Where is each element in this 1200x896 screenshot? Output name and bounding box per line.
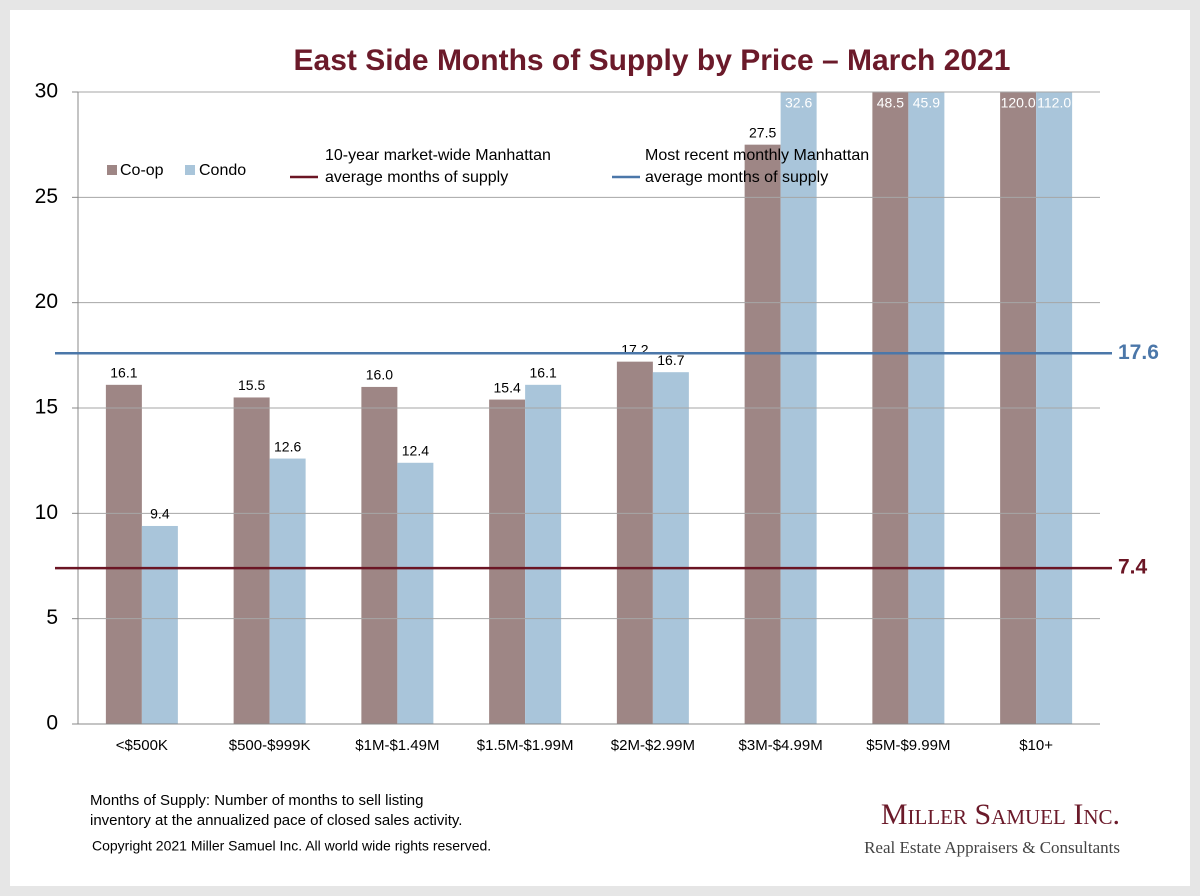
bar — [744, 144, 781, 724]
value-label: 12.4 — [402, 442, 429, 458]
x-tick-label: $2M-$2.99M — [611, 737, 695, 754]
value-label: 16.7 — [657, 352, 684, 368]
value-label: 45.9 — [913, 95, 940, 111]
x-tick-label: $500-$999K — [229, 737, 311, 754]
bar — [233, 397, 270, 724]
bar — [269, 458, 306, 724]
x-tick-label: $5M-$9.99M — [866, 737, 950, 754]
y-tick-label: 20 — [35, 290, 58, 313]
value-label: 48.5 — [877, 95, 904, 111]
logo: Miller Samuel Inc. — [881, 798, 1120, 831]
value-label: 16.1 — [110, 365, 137, 381]
copyright: Copyright 2021 Miller Samuel Inc. All wo… — [92, 838, 491, 854]
y-tick-label: 25 — [35, 185, 58, 208]
legend-label: average months of supply — [645, 169, 828, 186]
legend-label: Co-op — [120, 162, 164, 179]
bar — [141, 525, 178, 724]
y-tick-label: 10 — [35, 501, 58, 524]
value-label: 17.2 — [621, 341, 648, 357]
footnote: inventory at the annualized pace of clos… — [90, 812, 462, 829]
bar — [361, 386, 398, 724]
value-label: 15.4 — [494, 379, 521, 395]
value-label: 32.6 — [785, 95, 812, 111]
page — [10, 10, 1190, 886]
bar — [525, 384, 562, 724]
bar — [652, 372, 689, 724]
reference-label: 17.6 — [1118, 341, 1159, 364]
legend-label: 10-year market-wide Manhattan — [325, 147, 551, 164]
y-tick-label: 0 — [46, 712, 58, 735]
legend-swatch — [185, 165, 195, 175]
x-tick-label: $1M-$1.49M — [355, 737, 439, 754]
legend-swatch — [107, 165, 117, 175]
bar — [397, 462, 434, 724]
bar — [105, 384, 142, 724]
y-tick-label: 30 — [35, 80, 58, 103]
value-label: 120.0 — [1001, 95, 1036, 111]
value-label: 15.5 — [238, 377, 265, 393]
value-label: 112.0 — [1037, 95, 1071, 111]
bar — [489, 399, 526, 724]
logo-tagline: Real Estate Appraisers & Consultants — [864, 838, 1120, 857]
x-tick-label: $10+ — [1019, 737, 1053, 754]
x-tick-label: <$500K — [116, 737, 168, 754]
y-tick-label: 5 — [46, 606, 58, 629]
chart-title: East Side Months of Supply by Price – Ma… — [294, 44, 1011, 77]
reference-label: 7.4 — [1118, 556, 1148, 579]
value-label: 16.1 — [530, 365, 557, 381]
legend-label: Most recent monthly Manhattan — [645, 147, 869, 164]
x-tick-label: $1.5M-$1.99M — [477, 737, 574, 754]
value-label: 12.6 — [274, 438, 301, 454]
bar — [616, 361, 653, 724]
value-label: 9.4 — [150, 506, 170, 522]
y-tick-label: 15 — [35, 396, 58, 419]
bar — [780, 92, 817, 724]
value-label: 16.0 — [366, 367, 393, 383]
x-tick-label: $3M-$4.99M — [739, 737, 823, 754]
value-label: 27.5 — [749, 124, 776, 140]
footnote: Months of Supply: Number of months to se… — [90, 792, 424, 809]
legend-label: Condo — [199, 162, 246, 179]
legend-label: average months of supply — [325, 169, 508, 186]
